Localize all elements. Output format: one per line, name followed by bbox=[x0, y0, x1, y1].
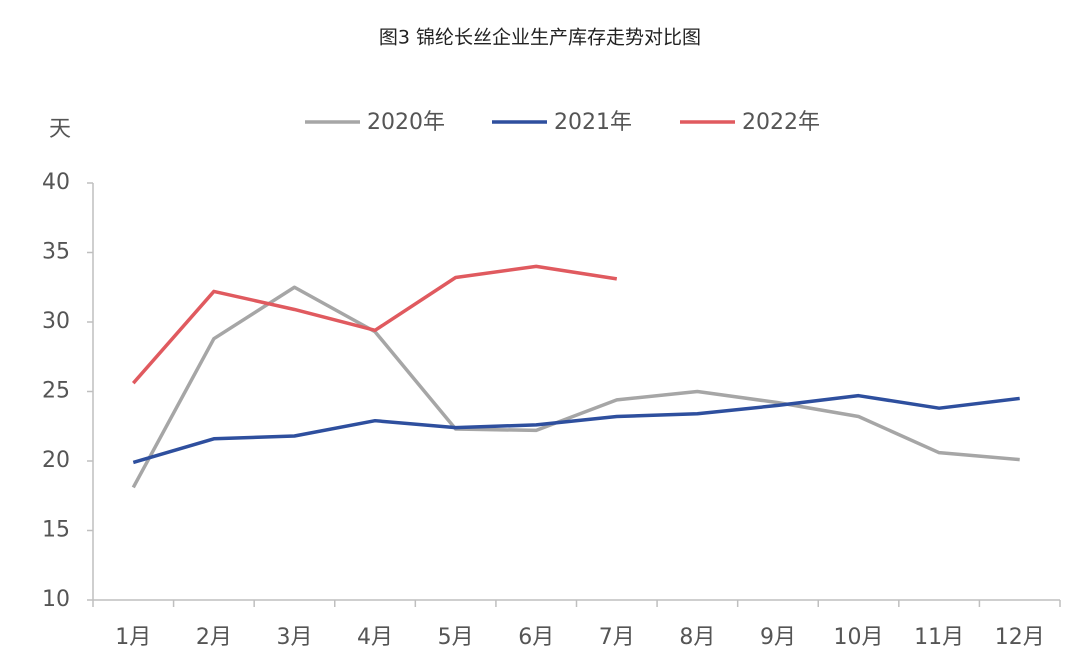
x-tick-label: 6月 bbox=[518, 625, 554, 650]
legend-label: 2020年 bbox=[367, 110, 445, 135]
series-line bbox=[131, 264, 618, 385]
x-tick-label: 7月 bbox=[599, 625, 635, 650]
series-line bbox=[131, 285, 1020, 489]
x-tick-label: 11月 bbox=[914, 625, 964, 650]
x-tick-label: 4月 bbox=[357, 625, 393, 650]
y-tick-label: 10 bbox=[42, 587, 70, 612]
y-tick-label: 35 bbox=[42, 240, 70, 265]
x-tick-label: 2月 bbox=[196, 625, 232, 650]
chart-title: 图3 锦纶长丝企业生产库存走势对比图 bbox=[379, 27, 701, 49]
x-tick-label: 10月 bbox=[834, 625, 884, 650]
y-tick-label: 20 bbox=[42, 448, 70, 473]
x-tick-label: 8月 bbox=[679, 625, 715, 650]
legend-label: 2021年 bbox=[554, 110, 632, 135]
x-tick-label: 3月 bbox=[276, 625, 312, 650]
y-tick-label: 15 bbox=[42, 518, 70, 543]
x-tick-label: 5月 bbox=[438, 625, 474, 650]
x-tick-label: 12月 bbox=[995, 625, 1045, 650]
legend-label: 2022年 bbox=[742, 110, 820, 135]
series-line bbox=[132, 393, 1020, 465]
y-tick-label: 40 bbox=[42, 170, 70, 195]
x-tick-label: 1月 bbox=[115, 625, 151, 650]
y-tick-label: 30 bbox=[42, 309, 70, 334]
y-axis-label: 天 bbox=[49, 117, 71, 142]
x-tick-label: 9月 bbox=[760, 625, 796, 650]
y-tick-label: 25 bbox=[42, 379, 70, 404]
